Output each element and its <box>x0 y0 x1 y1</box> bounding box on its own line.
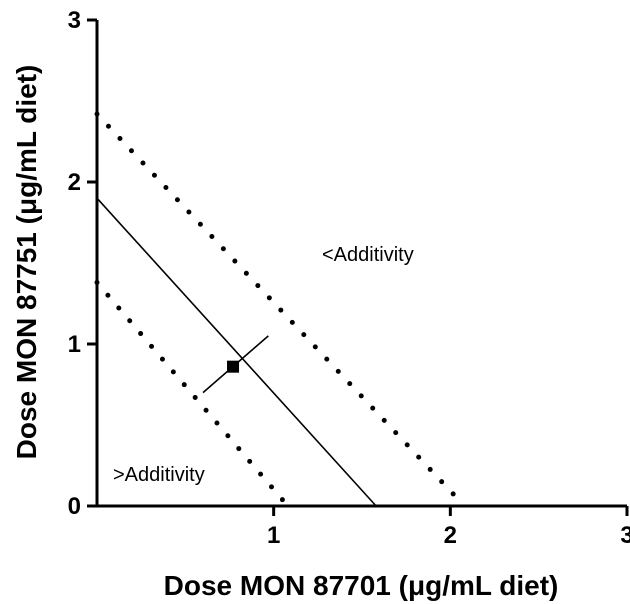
dotted-confidence-line-1 <box>94 111 467 509</box>
y-tick-label-3: 3 <box>68 7 81 34</box>
y-tick-label-0: 0 <box>68 493 81 520</box>
annotation-greater-additivity: >Additivity <box>113 464 205 486</box>
annotation-less-additivity: <Additivity <box>322 244 414 266</box>
x-tick-label-1: 1 <box>267 522 280 549</box>
x-axis-title: Dose MON 87701 (μg/mL diet) <box>164 570 559 601</box>
x-tick-label-3: 3 <box>620 522 630 549</box>
additivity-line-0 <box>96 197 377 507</box>
y-tick-label-1: 1 <box>68 331 81 358</box>
y-axis-title: Dose MON 87751 (μg/mL diet) <box>11 65 42 460</box>
plot-area: 0 1 2 3 1 2 3 <box>68 7 630 549</box>
y-tick-label-2: 2 <box>68 169 81 196</box>
data-point-marker <box>227 360 240 373</box>
x-tick-label-2: 2 <box>444 522 457 549</box>
dotted-confidence-line-2 <box>94 279 291 509</box>
